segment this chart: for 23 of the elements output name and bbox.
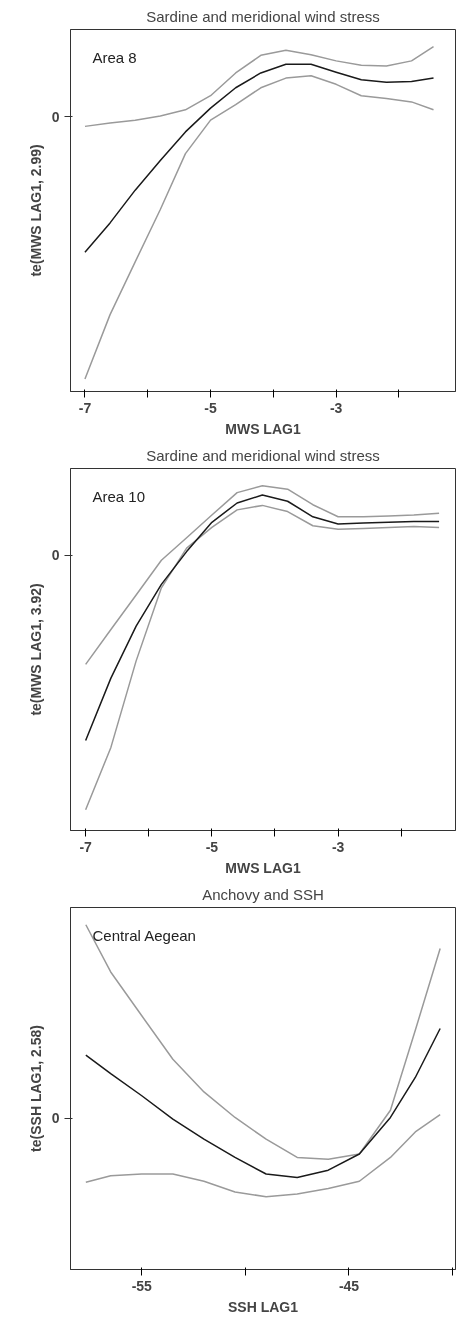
x-tick-label: -3 bbox=[329, 399, 343, 416]
x-axis-title: MWS LAG1 bbox=[225, 420, 301, 437]
x-tick-label: -5 bbox=[205, 838, 219, 855]
text: 0 bbox=[51, 1110, 60, 1127]
text: 0 bbox=[51, 108, 60, 125]
x-axis-title: SSH LAG1 bbox=[227, 1298, 299, 1315]
x-axis-title: MWS LAG1 bbox=[225, 859, 301, 876]
x-tick-label: -55 bbox=[131, 1277, 153, 1294]
x-tick-label: -7 bbox=[78, 399, 92, 416]
text: 0 bbox=[51, 547, 60, 564]
y-axis-title: te(SSH LAG1, 2.58) bbox=[27, 1025, 44, 1152]
chart-title: Sardine and meridional wind stress bbox=[146, 7, 380, 25]
annotation: Central Aegean bbox=[92, 926, 196, 944]
x-tick-label: -3 bbox=[331, 838, 345, 855]
chart-title: Anchovy and SSH bbox=[202, 885, 324, 903]
x-tick-label: -7 bbox=[79, 838, 93, 855]
annotation: Area 10 bbox=[92, 487, 146, 505]
y-axis-title: te(MWS LAG1, 3.92) bbox=[27, 583, 44, 716]
chart-title: Sardine and meridional wind stress bbox=[146, 446, 380, 464]
x-tick-label: -5 bbox=[204, 399, 217, 416]
annotation: Area 8 bbox=[92, 48, 137, 66]
y-axis-title: te(MWS LAG1, 2.99) bbox=[27, 144, 44, 277]
x-tick-label: -45 bbox=[338, 1277, 360, 1294]
